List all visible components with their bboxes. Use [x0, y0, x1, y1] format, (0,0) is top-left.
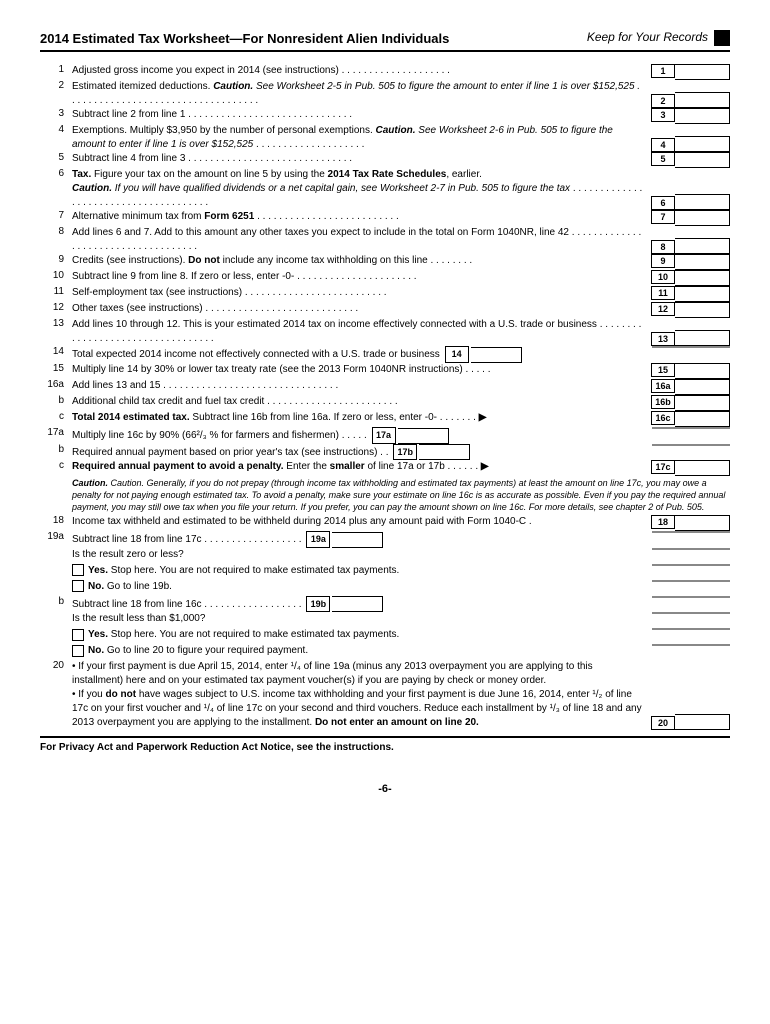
footer: For Privacy Act and Paperwork Reduction … — [40, 736, 730, 753]
input-13[interactable] — [675, 330, 730, 346]
keep-records: Keep for Your Records — [587, 30, 730, 46]
input-3[interactable] — [675, 108, 730, 124]
input-2[interactable] — [675, 92, 730, 108]
footer-text: For Privacy Act and Paperwork Reduction … — [40, 742, 394, 753]
input-16b[interactable] — [675, 395, 730, 411]
line-16b: b Additional child tax credit and fuel t… — [40, 395, 730, 411]
header: 2014 Estimated Tax Worksheet—For Nonresi… — [40, 30, 730, 52]
input-14[interactable] — [471, 347, 522, 363]
line-4: 4 Exemptions. Multiply $3,950 by the num… — [40, 124, 730, 152]
line-20: 20 • If your first payment is due April … — [40, 660, 730, 730]
line-6: 6 Tax. Figure your tax on the amount on … — [40, 168, 730, 210]
checkbox-yes-19a[interactable] — [72, 564, 84, 576]
pencil-icon — [714, 30, 730, 46]
line-1: 1 Adjusted gross income you expect in 20… — [40, 64, 730, 80]
input-17b[interactable] — [419, 444, 470, 460]
input-12[interactable] — [675, 302, 730, 318]
caution-17: Caution. Caution. Generally, if you do n… — [72, 478, 730, 513]
page-number: -6- — [40, 783, 730, 795]
line-16c: c Total 2014 estimated tax. Subtract lin… — [40, 411, 730, 427]
input-10[interactable] — [675, 270, 730, 286]
checkbox-no-19a[interactable] — [72, 580, 84, 592]
line-12: 12 Other taxes (see instructions) . . . … — [40, 302, 730, 318]
input-19b[interactable] — [332, 596, 383, 612]
input-9[interactable] — [675, 254, 730, 270]
line-15: 15 Multiply line 14 by 30% or lower tax … — [40, 363, 730, 379]
line-11: 11 Self-employment tax (see instructions… — [40, 286, 730, 302]
yes-19b: Yes. Stop here. You are not required to … — [40, 628, 730, 644]
line-10: 10 Subtract line 9 from line 8. If zero … — [40, 270, 730, 286]
input-5[interactable] — [675, 152, 730, 168]
line-14: 14 Total expected 2014 income not effect… — [40, 346, 730, 363]
line-16a: 16a Add lines 13 and 15 . . . . . . . . … — [40, 379, 730, 395]
line-13: 13 Add lines 10 through 12. This is your… — [40, 318, 730, 346]
line-5: 5 Subtract line 4 from line 3 . . . . . … — [40, 152, 730, 168]
input-16a[interactable] — [675, 379, 730, 395]
checkbox-yes-19b[interactable] — [72, 629, 84, 641]
input-4[interactable] — [675, 136, 730, 152]
input-18[interactable] — [675, 515, 730, 531]
line-8: 8 Add lines 6 and 7. Add to this amount … — [40, 226, 730, 254]
yes-19a: Yes. Stop here. You are not required to … — [40, 564, 730, 580]
no-19a: No. Go to line 19b. — [40, 580, 730, 596]
line-19b: b Subtract line 18 from line 16c . . . .… — [40, 596, 730, 613]
input-20[interactable] — [675, 714, 730, 730]
no-19b: No. Go to line 20 to figure your require… — [40, 644, 730, 660]
input-1[interactable] — [675, 64, 730, 80]
input-15[interactable] — [675, 363, 730, 379]
input-17c[interactable] — [675, 460, 730, 476]
line-17b: b Required annual payment based on prior… — [40, 444, 730, 461]
line-3: 3 Subtract line 2 from line 1 . . . . . … — [40, 108, 730, 124]
line-17c: c Required annual payment to avoid a pen… — [40, 460, 730, 476]
input-11[interactable] — [675, 286, 730, 302]
q-19b: Is the result less than $1,000? — [40, 612, 730, 628]
input-7[interactable] — [675, 210, 730, 226]
q-19a: Is the result zero or less? — [40, 548, 730, 564]
line-17a: 17a Multiply line 16c by 90% (66²/₃ % fo… — [40, 427, 730, 444]
line-19a: 19a Subtract line 18 from line 17c . . .… — [40, 531, 730, 548]
title: 2014 Estimated Tax Worksheet—For Nonresi… — [40, 31, 449, 46]
line-18: 18 Income tax withheld and estimated to … — [40, 515, 730, 531]
input-17a[interactable] — [398, 428, 449, 444]
checkbox-no-19b[interactable] — [72, 645, 84, 657]
line-7: 7 Alternative minimum tax from Form 6251… — [40, 210, 730, 226]
input-16c[interactable] — [675, 411, 730, 427]
input-19a[interactable] — [332, 532, 383, 548]
input-8[interactable] — [675, 238, 730, 254]
line-2: 2 Estimated itemized deductions. Caution… — [40, 80, 730, 108]
input-6[interactable] — [675, 194, 730, 210]
line-9: 9 Credits (see instructions). Do not inc… — [40, 254, 730, 270]
